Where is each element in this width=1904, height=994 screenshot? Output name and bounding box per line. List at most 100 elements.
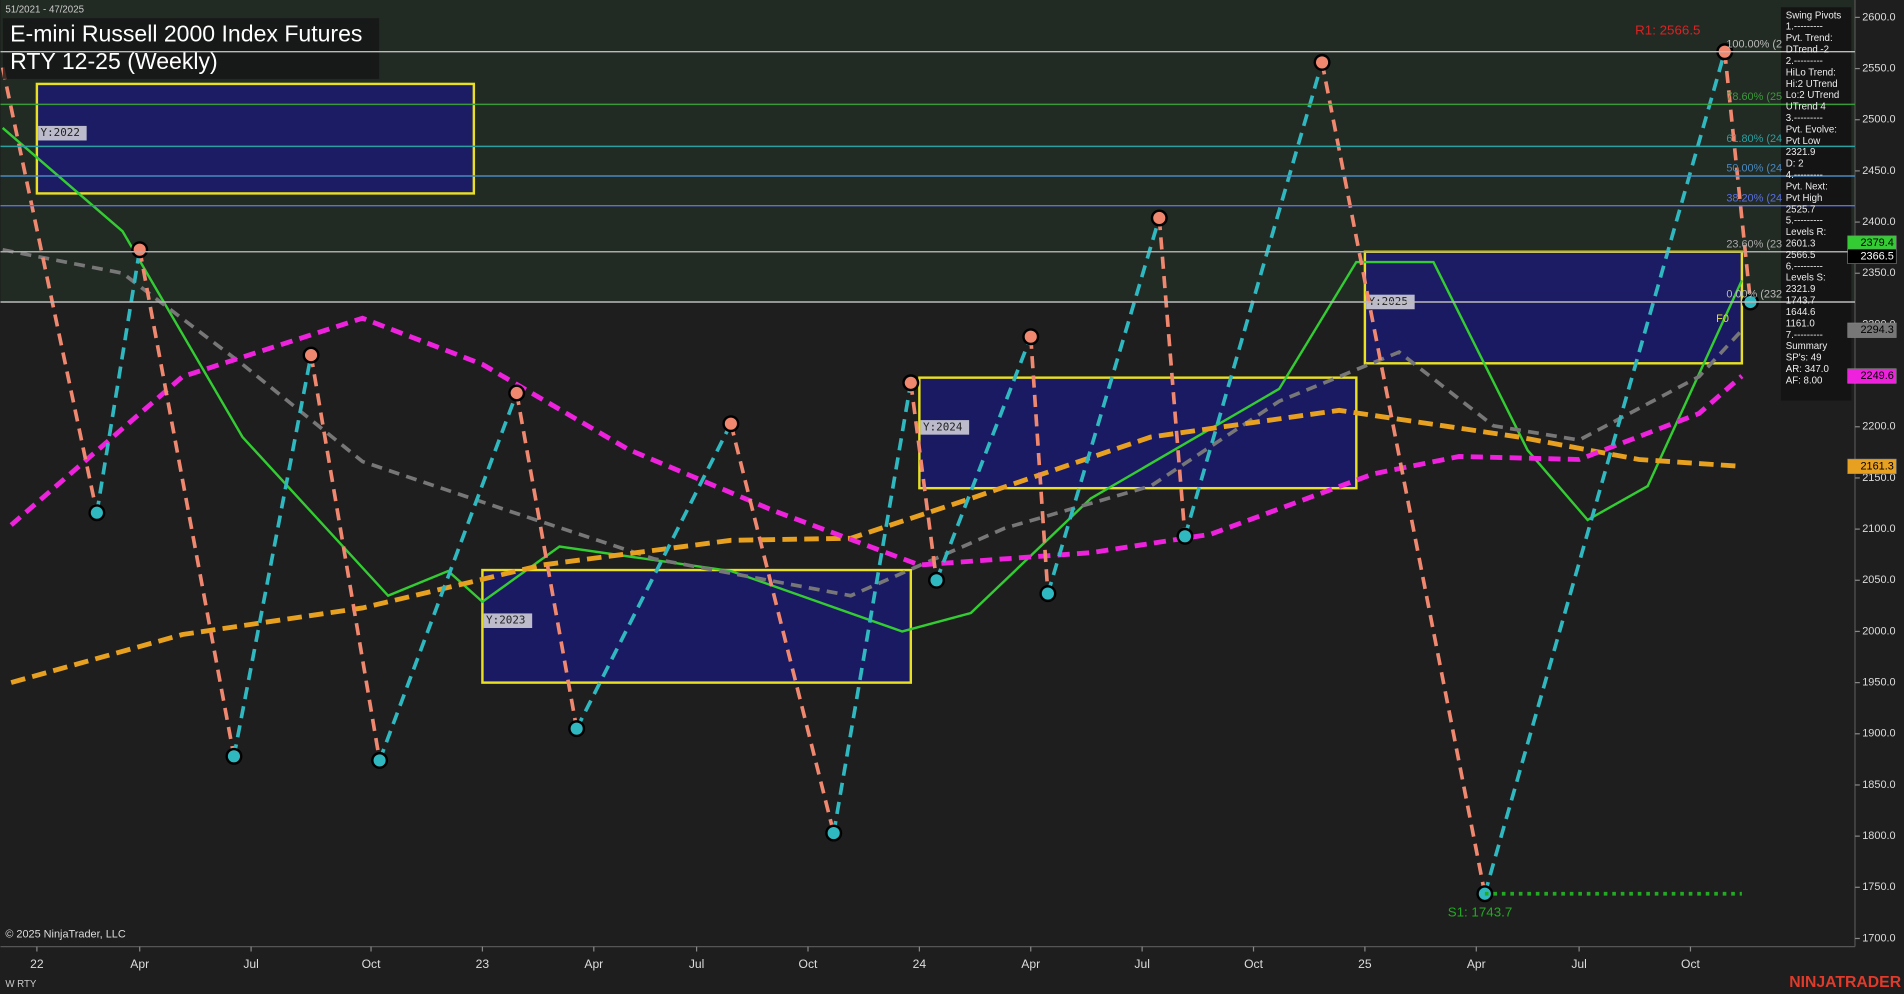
- pivot-swing: [934, 336, 1033, 581]
- info-line: Pvt Low: [1786, 136, 1821, 147]
- info-line: SP's: 49: [1786, 353, 1822, 364]
- x-tick-label: 22: [30, 957, 44, 971]
- info-line: 2.---------: [1786, 56, 1823, 67]
- pivot-point: [1150, 209, 1168, 227]
- y-tick-label: 2600.0: [1862, 11, 1895, 23]
- pivot-point: [302, 346, 320, 364]
- info-line: Levels R:: [1786, 227, 1826, 238]
- x-tick-label: 23: [476, 957, 490, 971]
- pivot-point: [225, 747, 243, 765]
- price-tag: [1847, 248, 1897, 264]
- year-label-bg: [38, 125, 87, 141]
- x-tick-label: Oct: [799, 957, 818, 971]
- price-tag: [1847, 322, 1897, 338]
- moving-average: [10, 407, 1743, 685]
- pivot-point: [902, 374, 920, 392]
- info-line: Pvt. Trend:: [1786, 33, 1833, 44]
- brand: NINJATRADER: [1789, 974, 1901, 991]
- pivot-point: [1039, 585, 1057, 603]
- y-tick-label: 2400.0: [1862, 216, 1895, 228]
- info-line: Hi:2 UTrend: [1786, 79, 1838, 90]
- y-tick-label: 2450.0: [1862, 165, 1895, 177]
- y-tick-label: 1900.0: [1862, 728, 1895, 740]
- price-tag-label: 2294.3: [1860, 324, 1893, 336]
- y-tick-label: 2500.0: [1862, 114, 1895, 126]
- chart-subtitle: RTY 12-25 (Weekly): [10, 48, 218, 74]
- info-line: Levels S:: [1786, 273, 1826, 284]
- price-tag: [1847, 458, 1897, 474]
- x-tick-label: Jul: [689, 957, 704, 971]
- info-line: Pvt. Evolve:: [1786, 124, 1837, 135]
- year-box: [481, 568, 913, 684]
- info-line: 2525.7: [1786, 204, 1816, 215]
- pivot-swing: [1157, 217, 1187, 537]
- info-line: AF: 8.00: [1786, 375, 1823, 386]
- info-line: 6.---------: [1786, 261, 1823, 272]
- year-box: [35, 82, 476, 195]
- pivot-point: [825, 824, 843, 842]
- info-line: UTrend 4: [1786, 102, 1827, 113]
- info-line: D: 2: [1786, 159, 1804, 170]
- pivot-swing: [908, 382, 939, 581]
- info-line: 2321.9: [1786, 284, 1816, 295]
- y-tick-label: 1750.0: [1862, 881, 1895, 893]
- fib-label: 61.80% (24: [1726, 133, 1782, 145]
- x-tick-label: Apr: [1467, 957, 1486, 971]
- pivot-point: [1022, 328, 1040, 346]
- year-label: Y:2023: [486, 614, 525, 627]
- info-line: 2601.3: [1786, 239, 1816, 250]
- info-line: Lo:2 UTrend: [1786, 90, 1839, 101]
- info-line: 1743.7: [1786, 296, 1816, 307]
- fib-label: 78.60% (25: [1726, 91, 1782, 103]
- pivot-swing: [1183, 61, 1324, 537]
- pivot-point: [88, 504, 106, 522]
- info-line: 4.---------: [1786, 170, 1823, 181]
- price-tag-label: 2366.5: [1860, 250, 1893, 262]
- y-tick-label: 2000.0: [1862, 625, 1895, 637]
- info-line: Pvt High: [1786, 193, 1823, 204]
- pivot-swing: [377, 392, 519, 762]
- copyright: © 2025 NinjaTrader, LLC: [5, 928, 126, 940]
- price-tag: [1847, 368, 1897, 384]
- chart-title: E-mini Russell 2000 Index Futures: [10, 20, 362, 46]
- x-tick-label: Apr: [1021, 957, 1040, 971]
- support-label: S1: 1743.7: [1448, 905, 1513, 920]
- pivot-point: [508, 384, 526, 402]
- y-tick-label: 2200.0: [1862, 421, 1895, 433]
- fib-label: 0.00% (232: [1726, 289, 1782, 301]
- info-line: 2321.9: [1786, 147, 1816, 158]
- y-tick-label: 2350.0: [1862, 267, 1895, 279]
- y-tick-label: 1800.0: [1862, 830, 1895, 842]
- pivot-point: [1313, 53, 1331, 71]
- info-line: 1161.0: [1786, 318, 1816, 329]
- pivot-swing: [1722, 51, 1753, 303]
- x-tick-label: Jul: [243, 957, 259, 971]
- pivot-swing: [831, 382, 913, 834]
- pivot-swing: [1483, 51, 1727, 895]
- x-tick-label: Apr: [130, 957, 149, 971]
- y-tick-label: 2550.0: [1862, 62, 1895, 74]
- pivot-swing: [309, 354, 382, 761]
- x-tick-label: Oct: [1681, 957, 1700, 971]
- year-label: Y:2022: [41, 126, 80, 139]
- year-label-bg: [920, 420, 970, 435]
- fib-anchor-label: F0: [1716, 313, 1729, 325]
- pivot-swing: [137, 249, 236, 757]
- fib-label: 23.60% (23: [1726, 238, 1782, 250]
- pivot-point: [928, 571, 946, 589]
- info-line: Pvt. Next:: [1786, 181, 1828, 192]
- pivot-point: [371, 751, 389, 769]
- info-line: 3.---------: [1786, 113, 1823, 124]
- title-bg: [2, 18, 380, 79]
- y-tick-label: 2050.0: [1862, 574, 1895, 586]
- info-line: AR: 347.0: [1786, 364, 1830, 375]
- x-tick-label: Apr: [584, 957, 603, 971]
- x-tick-label: Jul: [1134, 957, 1149, 971]
- info-line: 5.---------: [1786, 216, 1823, 227]
- pivot-point: [722, 415, 740, 433]
- year-label-bg: [483, 613, 533, 628]
- x-tick-label: 24: [913, 957, 927, 971]
- fib-label: 100.00% (2: [1726, 38, 1782, 50]
- y-tick-label: 1700.0: [1862, 932, 1895, 944]
